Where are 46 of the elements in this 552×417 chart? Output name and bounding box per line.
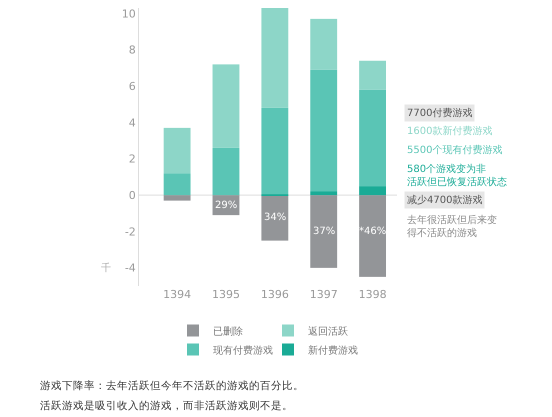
y-tick-label: -2 xyxy=(124,225,136,238)
bar xyxy=(310,195,338,268)
annotation: *46% xyxy=(359,226,386,237)
bar xyxy=(164,173,191,196)
y-tick-label: -4 xyxy=(124,262,136,275)
annotation: 29% xyxy=(215,200,238,211)
bar xyxy=(164,128,191,174)
bar xyxy=(261,108,288,194)
bar xyxy=(164,195,191,201)
bar xyxy=(310,18,338,70)
text: 减少4700款游戏 xyxy=(407,194,482,206)
text: 5500个现有付费游戏 xyxy=(407,144,502,156)
x-tick-label: 1397 xyxy=(310,288,338,301)
x-tick-label: 1394 xyxy=(163,288,192,301)
x-tick-label: 1396 xyxy=(260,288,289,301)
bar xyxy=(359,195,386,277)
bar xyxy=(359,90,386,186)
text: 7700付费游戏 xyxy=(407,107,472,119)
text: 活跃游戏是吸引收入的游戏，而非活跃游戏则不是。 xyxy=(40,399,293,412)
x-tick-label: 1398 xyxy=(358,288,387,301)
y-tick-label: 0 xyxy=(128,189,136,202)
y-tick-label: 2 xyxy=(128,152,136,166)
y-tick-label: 8 xyxy=(128,44,136,57)
bar xyxy=(310,70,338,192)
bar xyxy=(359,60,386,90)
bar xyxy=(212,148,240,196)
text: 游戏下降率：去年活跃但今年不活跃的游戏的百分比。 xyxy=(40,379,304,392)
bar xyxy=(310,192,338,196)
bar xyxy=(261,195,288,241)
text: 1600款新付费游戏 xyxy=(407,125,492,137)
legend-label: 已删除 xyxy=(213,325,243,338)
text: 580个游戏变为非活跃但已恢复活跃状态 xyxy=(407,163,507,188)
x-tick-label: 1395 xyxy=(212,288,240,301)
y-axis-title: 千 xyxy=(101,262,111,274)
y-tick-label: 4 xyxy=(128,116,136,130)
annotation: 34% xyxy=(264,212,286,223)
bar xyxy=(261,8,288,108)
y-tick-label: 6 xyxy=(128,80,136,93)
legend-label: 现有付费游戏 xyxy=(213,344,273,356)
bar xyxy=(359,186,386,196)
annotation: 37% xyxy=(313,226,336,237)
legend-label: 返回活跃 xyxy=(308,325,348,338)
legend-label: 新付费游戏 xyxy=(308,344,358,356)
y-tick-label: 10 xyxy=(122,7,136,20)
text: 去年很活跃但后来变得不活跃的游戏 xyxy=(407,214,497,239)
bar xyxy=(212,64,240,148)
